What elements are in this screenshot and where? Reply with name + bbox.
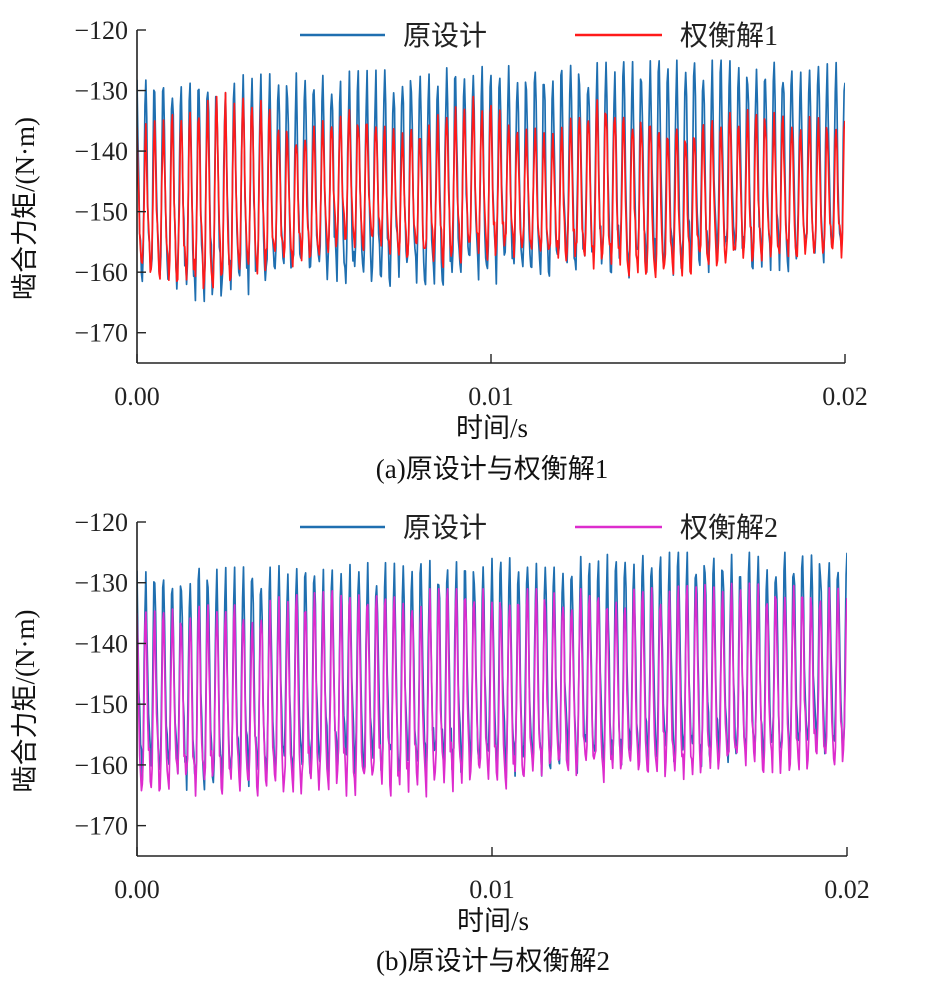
series-line-2 (137, 582, 847, 798)
series-line-1 (137, 551, 847, 792)
plot-area (137, 59, 845, 303)
legend-label: 原设计 (403, 512, 487, 544)
x-tick-label: 0.00 (114, 875, 160, 904)
series-line-1 (137, 59, 845, 303)
chart-panel-b: −120 −130 −140 −150 −160 −170 0.00 0.01 0.02 时间/s… (10, 508, 870, 976)
y-axis-title: 啮合力矩/(N·m) (10, 117, 40, 300)
y-tick-label: −150 (74, 198, 128, 227)
x-tick-label: 0.02 (822, 382, 868, 411)
y-tick-label: −170 (74, 319, 128, 348)
x-tick-label: 0.02 (824, 875, 870, 904)
x-tick-label: 0.01 (469, 875, 515, 904)
legend-label: 权衡解1 (680, 20, 778, 52)
legend: 原设计 权衡解1 (300, 20, 778, 52)
y-tick-label: −140 (74, 629, 128, 658)
chart-panel-a: −120 −130 −140 −150 −160 −170 0.00 0.01 0.02 时间/s… (10, 16, 868, 484)
x-axis-title: 时间/s (457, 906, 529, 936)
legend-item-1: 原设计 (300, 20, 487, 52)
y-tick-label: −170 (74, 812, 128, 841)
legend: 原设计 权衡解2 (300, 512, 778, 544)
panel-caption: (b)原设计与权衡解2 (376, 946, 610, 976)
legend-item-2: 权衡解2 (575, 512, 778, 544)
y-axis-title: 啮合力矩/(N·m) (10, 610, 40, 793)
y-tick-label: −160 (74, 751, 128, 780)
y-tick-label: −140 (74, 137, 128, 166)
y-tick-label: −160 (74, 258, 128, 287)
legend-item-2: 权衡解1 (575, 20, 778, 52)
plot-area (137, 551, 847, 798)
y-tick-label: −120 (74, 508, 128, 537)
y-tick-label: −130 (74, 569, 128, 598)
legend-label: 原设计 (403, 20, 487, 52)
y-tick-label: −150 (74, 690, 128, 719)
series-line-2 (137, 91, 845, 290)
x-tick-label: 0.01 (468, 382, 514, 411)
legend-label: 权衡解2 (680, 512, 778, 544)
y-tick-label: −130 (74, 77, 128, 106)
legend-item-1: 原设计 (300, 512, 487, 544)
y-tick-label: −120 (74, 16, 128, 45)
x-axis-title: 时间/s (456, 413, 528, 443)
panel-caption: (a)原设计与权衡解1 (376, 454, 608, 484)
x-tick-label: 0.00 (114, 382, 160, 411)
